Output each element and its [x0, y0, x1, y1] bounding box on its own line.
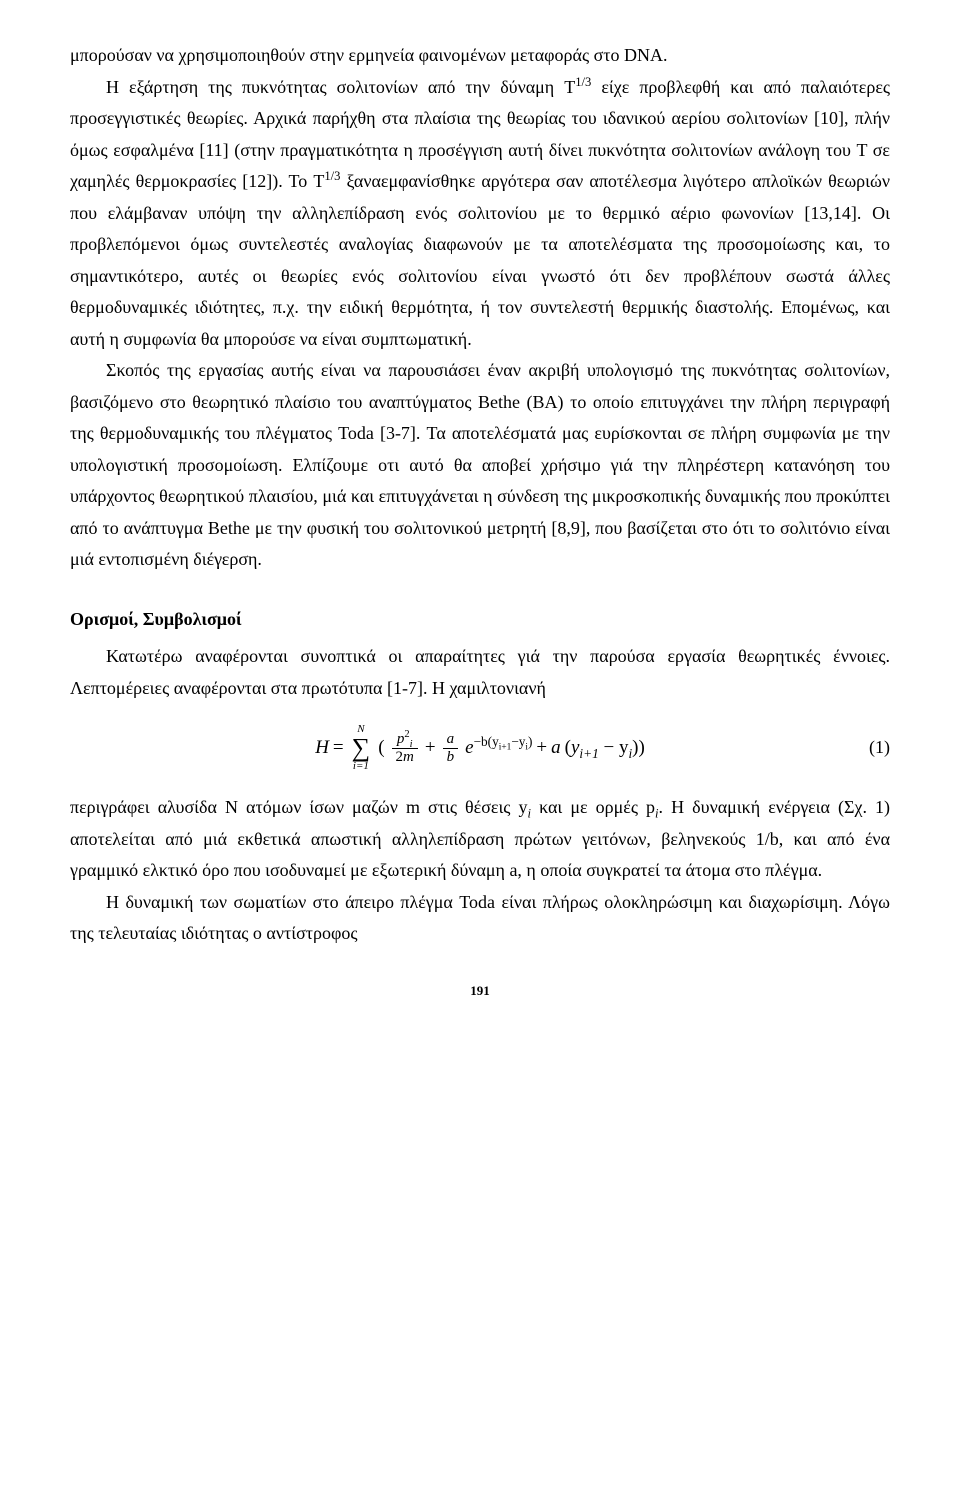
text-content: περιγράφει αλυσίδα N ατόμων ίσων μαζών m… [70, 797, 528, 817]
eq-plus-2: + [536, 731, 547, 764]
text-content: και με ορμές p [531, 797, 655, 817]
paragraph-1: μπορούσαν να χρησιμοποιηθούν στην ερμηνε… [70, 40, 890, 72]
frac-numerator: a [443, 731, 459, 748]
eq-plus-1: + [425, 731, 436, 764]
paragraph-4: Κατωτέρω αναφέρονται συνοπτικά οι απαραί… [70, 641, 890, 704]
paragraph-5: περιγράφει αλυσίδα N ατόμων ίσων μαζών m… [70, 792, 890, 887]
equation-number: (1) [869, 732, 890, 764]
superscript: 1/3 [324, 169, 340, 183]
text-content: Η δυναμική των σωματίων στο άπειρο πλέγμ… [70, 892, 890, 944]
paragraph-3: Σκοπός της εργασίας αυτής είναι να παρου… [70, 355, 890, 576]
text-content: Κατωτέρω αναφέρονται συνοπτικά οι απαραί… [70, 646, 890, 698]
eq-sum: N ∑ i=1 [352, 724, 371, 772]
section-heading: Ορισμοί, Συμβολισμοί [70, 604, 890, 636]
eq-fraction-1: p2i 2m [392, 731, 418, 765]
eq-exponent: −b(yi+1−yi) [474, 734, 533, 749]
equation-1: H = N ∑ i=1 ( p2i 2m + a b e−b(yi+1−yi) … [70, 724, 890, 772]
frac-denominator: 2m [392, 748, 418, 766]
paragraph-2: Η εξάρτηση της πυκνότητας σολιτονίων από… [70, 72, 890, 356]
eq-open-paren-2: (yi+1 − yi)) [565, 731, 645, 764]
frac-denominator: b [443, 748, 459, 766]
eq-var-a: a [551, 731, 561, 764]
paragraph-6: Η δυναμική των σωματίων στο άπειρο πλέγμ… [70, 887, 890, 950]
eq-equals: = [333, 731, 344, 764]
eq-open-paren: ( [378, 731, 384, 764]
text-content: Η εξάρτηση της πυκνότητας σολιτονίων από… [106, 77, 575, 97]
page-number: 191 [70, 980, 890, 1003]
text-content: ξαναεμφανίσθηκε αργότερα σαν αποτέλεσμα … [70, 171, 890, 349]
superscript: 1/3 [575, 75, 591, 89]
text-content: μπορούσαν να χρησιμοποιηθούν στην ερμηνε… [70, 45, 668, 65]
text-content: Σκοπός της εργασίας αυτής είναι να παρου… [70, 360, 890, 569]
eq-exp: e−b(yi+1−yi) [465, 731, 532, 764]
equation-content: H = N ∑ i=1 ( p2i 2m + a b e−b(yi+1−yi) … [315, 724, 645, 772]
heading-text: Ορισμοί, Συμβολισμοί [70, 609, 242, 629]
frac-numerator: p2i [393, 731, 417, 748]
sum-symbol: ∑ [352, 735, 371, 761]
eq-fraction-2: a b [443, 731, 459, 765]
eq-var-H: H [315, 731, 329, 764]
sum-lower: i=1 [353, 761, 369, 772]
page-number-value: 191 [470, 983, 490, 998]
